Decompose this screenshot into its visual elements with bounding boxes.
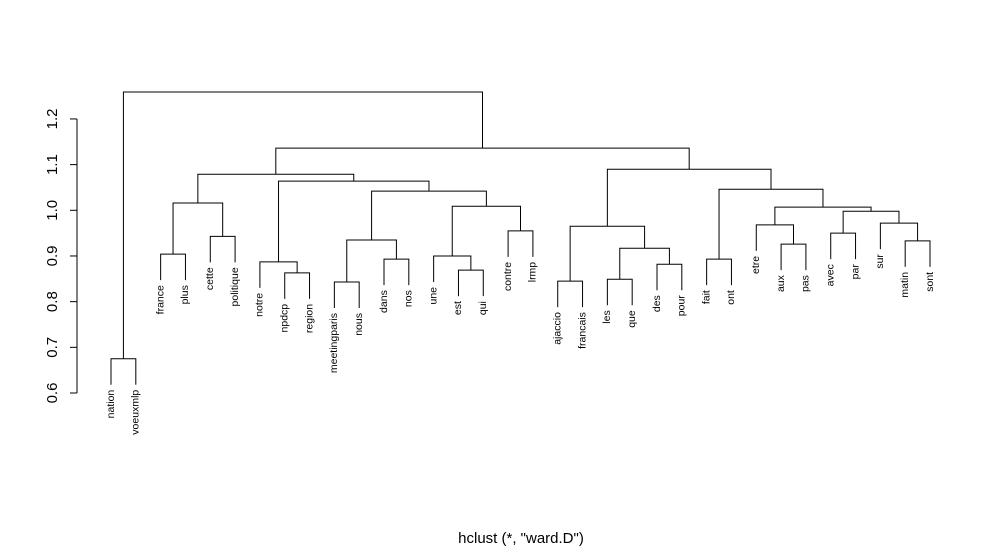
leaf-label: voeuxmlp [130, 390, 142, 435]
leaf-label: contre [502, 262, 514, 291]
y-tick-label: 1.1 [44, 154, 61, 175]
dendrogram-link [606, 278, 633, 306]
leaf-label: une [427, 287, 439, 305]
dendrogram-link [333, 281, 360, 309]
dendrogram-link [209, 235, 236, 263]
dendrogram-link [172, 202, 224, 255]
leaf-label: pas [800, 275, 812, 292]
dendrogram-link [557, 280, 584, 308]
y-tick-label: 1.2 [44, 109, 61, 130]
y-tick-label: 0.9 [44, 246, 61, 267]
leaf-label: matin [899, 272, 911, 298]
leaf-label: france [154, 285, 166, 314]
dendrogram-link [569, 225, 646, 282]
leaf-label: npdcp [279, 304, 291, 333]
leaf-label: pour [676, 295, 688, 317]
dendrogram-link [346, 239, 397, 283]
leaf-label: meetingparis [328, 313, 340, 373]
x-axis-label: hclust (*, "ward.D") [458, 530, 584, 547]
leaf-label: avec [825, 264, 837, 286]
dendrogram-link [774, 206, 872, 225]
dendrogram-link [718, 188, 824, 260]
leaf-label: que [626, 310, 638, 328]
dendrogram-link [371, 190, 487, 240]
dendrogram-link [842, 210, 900, 234]
dendrogram-link [160, 253, 186, 281]
y-tick-label: 0.8 [44, 291, 61, 312]
leaf-label: nos [403, 290, 415, 307]
y-tick-label: 0.6 [44, 383, 61, 404]
leaf-label: sont [924, 272, 936, 292]
leaf-label: ajaccio [552, 312, 564, 345]
leaf-label: ont [725, 290, 737, 305]
dendrogram-link [197, 173, 355, 203]
leaf-label: des [651, 295, 663, 312]
dendrogram-link [755, 224, 794, 251]
dendrogram-link [275, 147, 690, 175]
dendrogram-link [706, 258, 732, 286]
leaf-label: par [849, 264, 861, 280]
dendrogram-link [656, 263, 683, 291]
leaf-label: lrmp [527, 262, 539, 283]
dendrogram-link [904, 240, 931, 267]
leaf-label: nous [353, 313, 365, 336]
dendrogram-link [259, 261, 298, 288]
leaf-label: notre [254, 293, 266, 317]
leaf-label: les [601, 310, 613, 323]
leaf-label: est [452, 301, 464, 315]
leaf-label: qui [477, 301, 489, 315]
leaf-label: francais [576, 312, 588, 349]
dendrogram-link [780, 243, 807, 271]
dendrogram-link [830, 232, 857, 260]
leaf-label: region [303, 304, 315, 333]
dendrogram-link [606, 168, 772, 227]
leaf-label: etre [750, 256, 762, 274]
dendrogram-link [879, 222, 919, 250]
dendrogram-link [278, 180, 430, 262]
dendrogram-link [122, 91, 483, 359]
dendrogram-link [284, 272, 311, 299]
leaf-label: plus [179, 285, 191, 304]
dendrogram-link [457, 269, 484, 297]
dendrogram-link [507, 230, 534, 257]
dendrogram-link [433, 255, 472, 282]
leaf-label: dans [378, 290, 390, 313]
leaf-label: fait [700, 290, 712, 304]
leaf-label: nation [105, 390, 117, 419]
dendrogram-link [110, 358, 137, 385]
leaf-label: politique [229, 267, 241, 306]
leaf-label: cette [204, 267, 216, 290]
y-tick-label: 0.7 [44, 337, 61, 358]
dendrogram-link [383, 258, 410, 286]
leaf-label: aux [775, 274, 787, 292]
y-tick-label: 1.0 [44, 200, 61, 221]
leaf-label: sur [874, 254, 886, 269]
